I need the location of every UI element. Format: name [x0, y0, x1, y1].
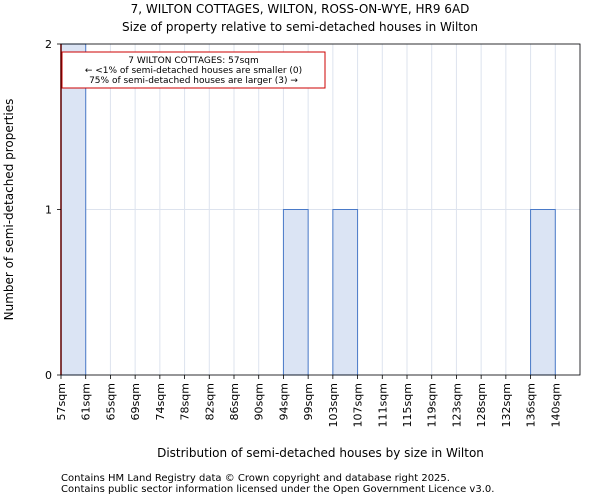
x-axis-label: Distribution of semi-detached houses by … [157, 446, 484, 460]
x-tick-label: 94sqm [277, 383, 290, 420]
footer-line-2: Contains public sector information licen… [61, 484, 495, 495]
x-tick-label: 74sqm [154, 383, 167, 420]
chart-title: 7, WILTON COTTAGES, WILTON, ROSS-ON-WYE,… [130, 2, 470, 16]
y-tick-label: 1 [45, 204, 52, 217]
annotation-line-2: ← <1% of semi-detached houses are smalle… [85, 66, 302, 76]
x-tick-label: 123sqm [450, 383, 463, 427]
x-tick-label: 111sqm [376, 383, 389, 427]
x-tick-label: 90sqm [253, 383, 266, 420]
x-tick-label: 99sqm [302, 383, 315, 420]
x-tick-label: 140sqm [549, 383, 562, 427]
x-tick-label: 103sqm [327, 383, 340, 427]
x-tick-label: 119sqm [426, 383, 439, 427]
y-tick-label: 2 [45, 38, 52, 51]
x-tick-label: 78sqm [179, 383, 192, 420]
x-tick-label: 136sqm [525, 383, 538, 427]
footer-line-1: Contains HM Land Registry data © Crown c… [61, 473, 450, 484]
annotation-box: 7 WILTON COTTAGES: 57sqm ← <1% of semi-d… [61, 51, 326, 89]
annotation-border [61, 51, 326, 89]
bar [282, 209, 309, 376]
bar [332, 209, 359, 376]
x-axis-ticks: 57sqm 61sqm 65sqm 69sqm 74sqm 78sqm 82sqm 86sqm… [55, 375, 562, 427]
x-tick-label: 61sqm [80, 383, 93, 420]
annotation-line-3: 75% of semi-detached houses are larger (… [89, 76, 298, 86]
y-tick-label: 0 [45, 369, 52, 382]
x-tick-label: 65sqm [104, 383, 117, 420]
x-tick-label: 115sqm [401, 383, 414, 427]
x-tick-label: 132sqm [500, 383, 513, 427]
annotation-line-1: 7 WILTON COTTAGES: 57sqm [128, 56, 258, 66]
bar [60, 43, 87, 376]
x-tick-label: 82sqm [203, 383, 216, 420]
bars [60, 43, 556, 376]
y-axis-ticks: 0 1 2 [45, 38, 61, 382]
y-axis-label: Number of semi-detached properties [2, 99, 16, 321]
chart-subtitle: Size of property relative to semi-detach… [122, 20, 478, 34]
x-tick-label: 69sqm [129, 383, 142, 420]
bar [530, 209, 556, 376]
x-tick-label: 86sqm [228, 383, 241, 420]
grid [60, 43, 581, 376]
x-tick-label: 107sqm [352, 383, 365, 427]
x-tick-label: 128sqm [475, 383, 488, 427]
x-tick-label: 57sqm [55, 383, 68, 420]
